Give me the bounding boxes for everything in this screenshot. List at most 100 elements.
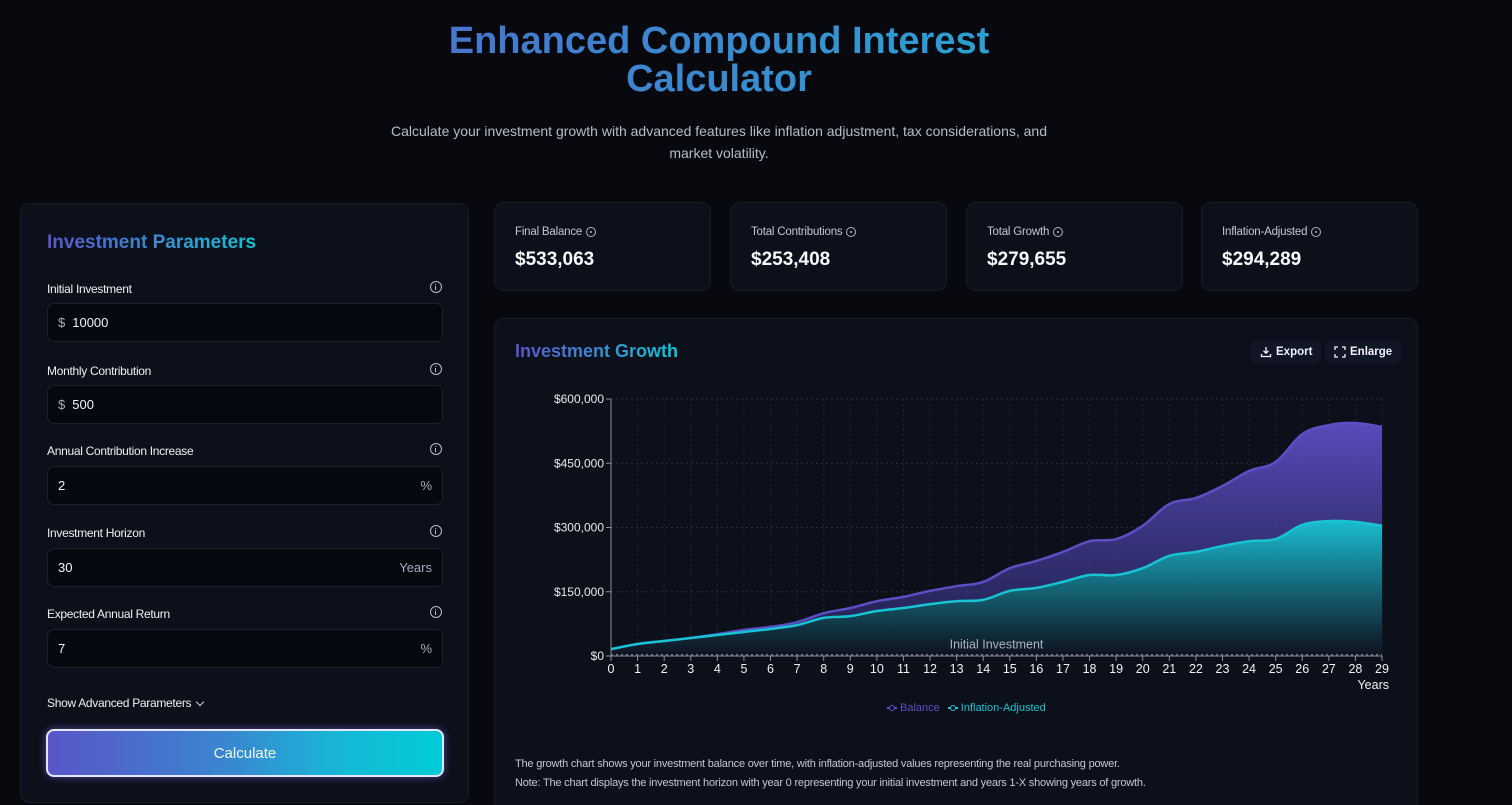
legend-balance[interactable]: Balance [887, 702, 940, 714]
page-subtitle: Calculate your investment growth with ad… [390, 123, 1048, 161]
expected-annual-return-input[interactable]: 7 % [47, 629, 443, 668]
stat-final-balance: Final Balance $533,063 [494, 202, 711, 291]
svg-text:25: 25 [1269, 662, 1283, 676]
advanced-label: Show Advanced Parameters [47, 696, 192, 710]
svg-text:14: 14 [976, 662, 990, 676]
svg-text:0: 0 [608, 662, 615, 676]
monthly-contribution-label: Monthly Contribution [47, 364, 152, 378]
title-line-1: Enhanced Compound Interest [448, 20, 990, 62]
svg-text:22: 22 [1189, 662, 1203, 676]
enlarge-label: Enlarge [1350, 346, 1393, 358]
chart-note: Note: The chart displays the investment … [515, 777, 1146, 789]
input-value: 10000 [72, 315, 109, 330]
stat-label-text: Total Growth [987, 226, 1050, 238]
page-title: Enhanced Compound Interest Calculator [0, 22, 1438, 98]
svg-text:$450,000: $450,000 [554, 456, 604, 470]
percent-suffix: % [420, 478, 432, 493]
info-icon[interactable] [430, 606, 442, 618]
dollar-prefix: $ [58, 315, 66, 330]
svg-text:7: 7 [794, 662, 801, 676]
info-icon[interactable] [430, 525, 442, 537]
info-icon[interactable] [430, 281, 442, 293]
annual-contribution-increase-input[interactable]: 2 % [47, 466, 443, 505]
stat-total-growth: Total Growth $279,655 [966, 202, 1183, 291]
chevron-down-icon [195, 697, 205, 706]
info-icon[interactable] [846, 227, 857, 237]
initial-investment-input[interactable]: $ 10000 [47, 303, 443, 342]
svg-text:$600,000: $600,000 [554, 392, 604, 406]
svg-text:28: 28 [1348, 662, 1362, 676]
export-label: Export [1276, 346, 1313, 358]
initial-investment-label: Initial Investment [47, 282, 132, 296]
investment-growth-panel: Investment Growth Export Enlarge $0 $150,… [494, 318, 1418, 805]
svg-text:12: 12 [923, 662, 937, 676]
stat-label: Total Contributions [751, 226, 857, 238]
svg-text:3: 3 [687, 662, 694, 676]
svg-text:9: 9 [847, 662, 854, 676]
svg-text:16: 16 [1029, 662, 1043, 676]
legend-marker-icon [947, 705, 958, 711]
svg-text:29: 29 [1375, 662, 1389, 676]
expand-icon [1334, 346, 1346, 358]
svg-text:$150,000: $150,000 [554, 585, 604, 599]
calculate-button[interactable]: Calculate [46, 729, 444, 777]
legend-inflation-adjusted[interactable]: Inflation-Adjusted [947, 702, 1046, 714]
monthly-contribution-input[interactable]: $ 500 [47, 385, 443, 424]
stat-value: $533,063 [515, 249, 595, 270]
input-value: 2 [58, 478, 66, 493]
svg-text:$0: $0 [591, 649, 605, 663]
show-advanced-parameters-toggle[interactable]: Show Advanced Parameters [47, 696, 205, 710]
info-icon[interactable] [1311, 227, 1322, 237]
stat-label-text: Inflation-Adjusted [1222, 226, 1308, 238]
chart-legend: Balance Inflation-Adjusted [887, 702, 1046, 714]
stat-label: Inflation-Adjusted [1222, 226, 1322, 238]
stat-value: $279,655 [987, 249, 1067, 270]
svg-text:Years: Years [1357, 678, 1389, 692]
svg-text:26: 26 [1295, 662, 1309, 676]
svg-text:18: 18 [1083, 662, 1097, 676]
info-icon[interactable] [586, 227, 597, 237]
chart-note: The growth chart shows your investment b… [515, 758, 1120, 770]
stat-total-contributions: Total Contributions $253,408 [730, 202, 947, 291]
svg-text:23: 23 [1216, 662, 1230, 676]
annual-contribution-increase-label: Annual Contribution Increase [47, 444, 194, 458]
legend-label: Balance [900, 702, 940, 714]
info-icon[interactable] [430, 363, 442, 375]
svg-text:2: 2 [661, 662, 668, 676]
expected-annual-return-label: Expected Annual Return [47, 607, 170, 621]
dollar-prefix: $ [58, 397, 66, 412]
svg-text:1: 1 [634, 662, 641, 676]
svg-text:$300,000: $300,000 [554, 521, 604, 535]
svg-text:Initial Investment: Initial Investment [950, 638, 1044, 652]
params-title: Investment Parameters [47, 232, 257, 253]
svg-text:19: 19 [1109, 662, 1123, 676]
stat-value: $294,289 [1222, 249, 1302, 270]
growth-chart[interactable]: $0$150,000$300,000$450,000$600,0000 1 2 3 4 5… [495, 319, 1419, 699]
legend-label: Inflation-Adjusted [960, 702, 1046, 714]
percent-suffix: % [420, 641, 432, 656]
svg-text:13: 13 [950, 662, 964, 676]
input-value: 7 [58, 641, 66, 656]
info-icon[interactable] [1053, 227, 1064, 237]
stat-label-text: Total Contributions [751, 226, 843, 238]
svg-text:5: 5 [740, 662, 747, 676]
info-icon[interactable] [430, 443, 442, 455]
svg-text:8: 8 [820, 662, 827, 676]
svg-text:10: 10 [870, 662, 884, 676]
stat-label: Final Balance [515, 226, 597, 238]
chart-notes: The growth chart shows your investment b… [515, 755, 1146, 793]
title-line-2: Calculator [626, 58, 812, 100]
export-button[interactable]: Export [1251, 340, 1322, 364]
input-value: 500 [72, 397, 94, 412]
legend-marker-icon [887, 705, 897, 711]
stat-label: Total Growth [987, 226, 1064, 238]
svg-text:24: 24 [1242, 662, 1256, 676]
download-icon [1260, 347, 1272, 358]
enlarge-button[interactable]: Enlarge [1325, 340, 1402, 364]
chart-title: Investment Growth [515, 341, 679, 361]
stat-label-text: Final Balance [515, 226, 583, 238]
investment-horizon-input[interactable]: 30 Years [47, 548, 443, 587]
svg-text:15: 15 [1003, 662, 1017, 676]
years-suffix: Years [399, 560, 432, 575]
investment-parameters-panel: Investment Parameters Initial Investment… [20, 203, 469, 803]
